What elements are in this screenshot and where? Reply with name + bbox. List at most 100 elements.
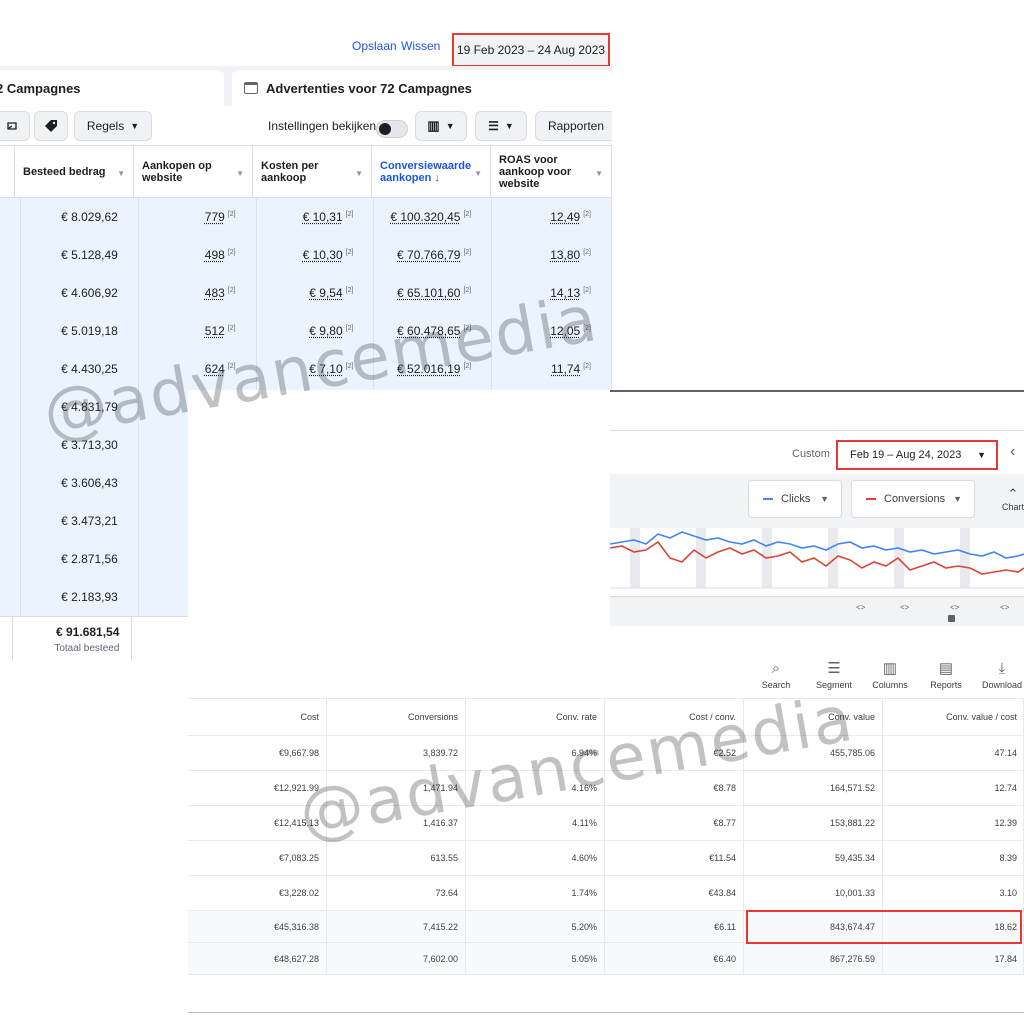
cell-conversion-value[interactable]: € 70.766,79 [2]	[374, 236, 493, 274]
row-spacer	[0, 540, 21, 578]
cell-spent: € 4.831,79	[21, 388, 139, 426]
cell-purchases[interactable]: 498 [2]	[139, 236, 257, 274]
view-settings-toggle[interactable]	[376, 120, 408, 138]
chevron-down-icon: ▼	[445, 121, 455, 131]
cell-roas[interactable]: 12,49 [2]	[492, 198, 612, 236]
col-header-purchases[interactable]: Aankopen op website ▼	[134, 146, 253, 197]
cell-roas[interactable]: 13,80 [2]	[492, 236, 612, 274]
gg-date-range-picker[interactable]: Feb 19 – Aug 24, 2023 ▼	[836, 440, 998, 470]
metric-selector-conversions[interactable]: Conversions ▼	[851, 480, 975, 518]
cell-value: € 100.320,45	[390, 210, 461, 224]
col-header-conversion-value[interactable]: Conversiewaarde aankopen ↓ ▼	[372, 146, 491, 197]
search-tool[interactable]: ⌕ Search	[750, 660, 802, 690]
fb-date-range-picker[interactable]: 19 Feb 2023 – 24 Aug 2023	[452, 33, 610, 67]
cell-cost-per-purchase[interactable]: € 9,80 [2]	[257, 312, 375, 350]
col-header-spent[interactable]: Besteed bedrag ▼	[15, 146, 134, 197]
cell-conv-value: 153,881.22	[744, 806, 883, 840]
header-spacer	[0, 146, 15, 197]
cell-conversion-value[interactable]: € 100.320,45 [2]	[374, 198, 493, 236]
metric-2-label: Conversions	[884, 493, 946, 505]
footnote-marker: [2]	[345, 362, 354, 370]
col-header-roas[interactable]: ROAS voor aankoop voor website ▼	[491, 146, 612, 197]
conversions-swatch	[866, 498, 876, 500]
cell-roas[interactable]: 12,05 [2]	[492, 312, 612, 350]
cell-conv-rate: 1.74%	[466, 876, 605, 910]
cell-conv-rate: 4.60%	[466, 841, 605, 875]
cell-conversion-value[interactable]: € 60.478,65 [2]	[374, 312, 493, 350]
cell-conversion-value[interactable]: € 52.016,19 [2]	[374, 350, 493, 388]
cell-cost-per-purchase[interactable]: € 7,10 [2]	[257, 350, 375, 388]
table-row: € 5.128,49 498 [2] € 10,30 [2] € 70.766,79 [2]…	[0, 236, 612, 274]
cell-spent: € 8.029,62	[21, 198, 139, 236]
chart-button-label: Chart	[1002, 502, 1024, 512]
save-link[interactable]: Opslaan	[352, 39, 397, 53]
chevron-left-icon[interactable]: ‹	[1010, 443, 1016, 460]
handle-icon: <>	[950, 603, 960, 612]
table-row: € 8.029,62 779 [2] € 10,31 [2] € 100.320,45 [2…	[0, 198, 612, 236]
clear-link[interactable]: Wissen	[401, 39, 441, 53]
cell-conv-value: 843,674.47	[744, 911, 883, 942]
cell-spent: € 3.713,30	[21, 426, 139, 464]
col-header-cost-per-conv[interactable]: Cost / conv.	[605, 699, 744, 735]
cell-conv-value-per-cost: 12.39	[883, 806, 1024, 840]
footnote-marker: [2]	[463, 324, 472, 332]
col-header-cost-per-purchase[interactable]: Kosten per aankoop ▼	[253, 146, 372, 197]
columns-tool[interactable]: ▥ Columns	[864, 660, 916, 690]
cell-conversion-value[interactable]: € 65.101,60 [2]	[374, 274, 493, 312]
cell-cost-per-purchase[interactable]: € 9,54 [2]	[257, 274, 375, 312]
cell-cost-per-conv: €11.54	[605, 841, 744, 875]
reports-tool[interactable]: ▤ Reports	[920, 660, 972, 690]
cell-purchases[interactable]: 512 [2]	[139, 312, 257, 350]
cell-cost: €7,083.25	[188, 841, 327, 875]
columns-icon: ▥	[882, 660, 898, 677]
cell-value: € 2.183,93	[61, 590, 118, 604]
reports-button[interactable]: Rapporten	[535, 111, 612, 141]
col-header-conv-value[interactable]: Conv. value	[744, 699, 883, 735]
tab-ads[interactable]: Advertenties voor 72 Campagnes	[232, 70, 612, 106]
cell-value: € 4.606,92	[61, 286, 118, 300]
col-header-roas-label: ROAS voor aankoop voor website	[499, 153, 572, 190]
cell-value: 512	[204, 324, 225, 338]
segment-tool[interactable]: ☰ Segment	[808, 660, 860, 690]
cell-cost-per-purchase[interactable]: € 10,31 [2]	[257, 198, 375, 236]
chart-button[interactable]: ⌃ Chart	[1002, 486, 1024, 512]
cell-conv-value: 59,435.34	[744, 841, 883, 875]
cell-value: € 4.831,79	[61, 400, 118, 414]
slider-thumb[interactable]	[948, 615, 955, 622]
columns-icon: ▥	[427, 118, 440, 133]
row-spacer	[0, 578, 21, 616]
download-tool[interactable]: ⤓ Download	[976, 660, 1024, 690]
footnote-marker: [2]	[345, 248, 354, 256]
columns-button[interactable]: ▥ ▼	[415, 111, 467, 141]
footnote-marker: [2]	[583, 286, 592, 294]
col-header-conversions[interactable]: Conversions	[327, 699, 466, 735]
col-header-conv-value-per-cost[interactable]: Conv. value / cost	[883, 699, 1024, 735]
col-header-conv-rate[interactable]: Conv. rate	[466, 699, 605, 735]
row-spacer	[0, 236, 21, 274]
reply-button[interactable]	[0, 111, 30, 141]
cell-conversions: 1,471.94	[327, 771, 466, 805]
chart-range-slider[interactable]: <> <> <> <>	[610, 596, 1024, 626]
row-spacer	[0, 617, 13, 660]
sort-icon: ▼	[236, 169, 244, 178]
cell-value: 12,49	[550, 210, 581, 224]
cell-roas[interactable]: 11,74 [2]	[492, 350, 612, 388]
cell-roas[interactable]: 14,13 [2]	[492, 274, 612, 312]
cell-conv-value: 455,785.06	[744, 736, 883, 770]
tag-button[interactable]	[34, 111, 68, 141]
col-header-cost[interactable]: Cost	[188, 699, 327, 735]
gg-line-chart	[609, 528, 1024, 589]
cell-cost-per-purchase[interactable]: € 10,30 [2]	[257, 236, 375, 274]
cell-purchases[interactable]: 483 [2]	[139, 274, 257, 312]
cell-purchases[interactable]: 779 [2]	[139, 198, 257, 236]
breakdown-button[interactable]: ☰ ▼	[475, 111, 527, 141]
cell-value: € 7,10	[309, 362, 343, 376]
footnote-marker: [2]	[463, 210, 472, 218]
metric-selector-clicks[interactable]: Clicks ▼	[748, 480, 842, 518]
tab-campaigns[interactable]: 2 Campagnes	[0, 70, 224, 106]
cell-purchases[interactable]: 624 [2]	[139, 350, 257, 388]
rules-button[interactable]: Regels ▼	[74, 111, 152, 141]
search-icon: ⌕	[771, 660, 781, 677]
total-spent: € 91.681,54 Totaal besteed	[13, 617, 133, 660]
cell-conv-rate: 6.94%	[466, 736, 605, 770]
